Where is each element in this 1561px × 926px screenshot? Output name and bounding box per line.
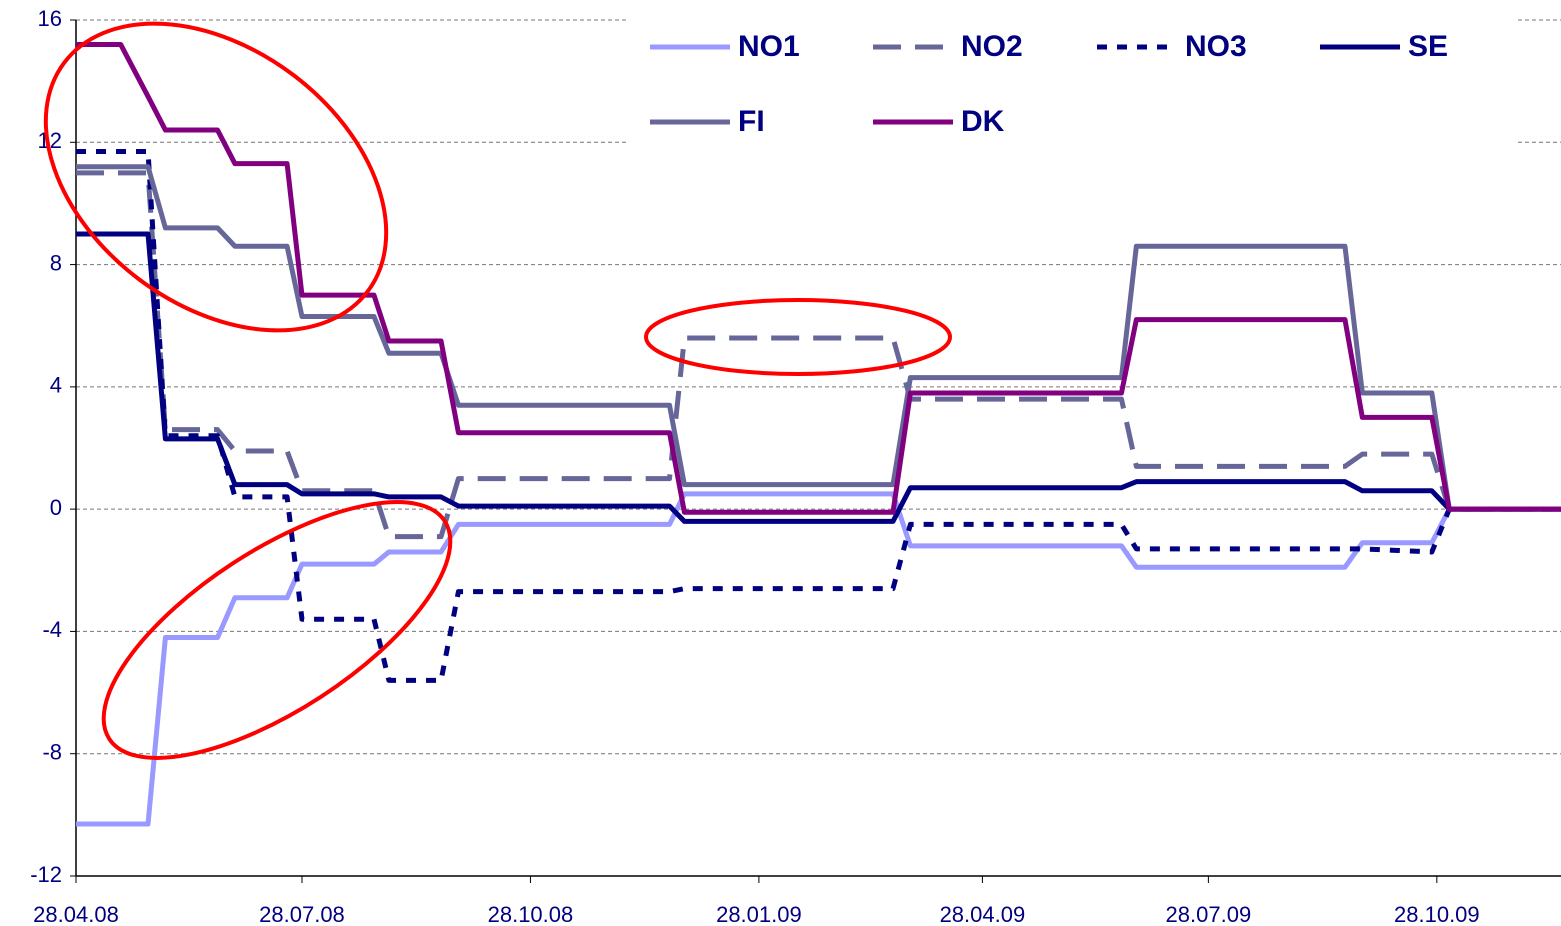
legend-label: NO2: [961, 30, 1023, 63]
series-line: [76, 170, 1561, 540]
legend-label: FI: [738, 105, 765, 138]
highlight-ellipse: [644, 298, 952, 376]
x-tick-label: 28.04.08: [33, 902, 119, 926]
x-tick-label: 28.10.09: [1394, 902, 1480, 926]
y-tick-label: 0: [50, 495, 62, 520]
x-tick-label: 28.07.09: [1166, 902, 1252, 926]
highlight-ellipse: [43, 21, 389, 333]
series-line: [76, 491, 1561, 827]
legend: NO1 NO2 NO3 SE FI DK: [628, 18, 1518, 153]
y-tick-label: 16: [38, 6, 62, 31]
series-line: [76, 231, 1561, 524]
legend-label: DK: [961, 105, 1005, 138]
series-line: [76, 148, 1561, 683]
legend-label: NO3: [1185, 30, 1247, 63]
highlight-ellipse: [101, 500, 453, 760]
x-tick-label: 28.04.09: [940, 902, 1026, 926]
x-tick-label: 28.01.09: [716, 902, 802, 926]
legend-label: SE: [1408, 30, 1448, 63]
series-line: [76, 164, 1561, 512]
y-tick-label: -12: [30, 862, 62, 887]
legend-label: NO1: [738, 30, 800, 63]
y-tick-label: 4: [50, 373, 62, 398]
y-tick-label: -4: [42, 617, 62, 642]
y-tick-label: -8: [42, 740, 62, 765]
x-tick-label: 28.10.08: [488, 902, 574, 926]
x-tick-label: 28.07.08: [259, 902, 345, 926]
series-line: [76, 41, 1561, 515]
legend-background: [628, 18, 1518, 153]
y-tick-label: 8: [50, 250, 62, 275]
